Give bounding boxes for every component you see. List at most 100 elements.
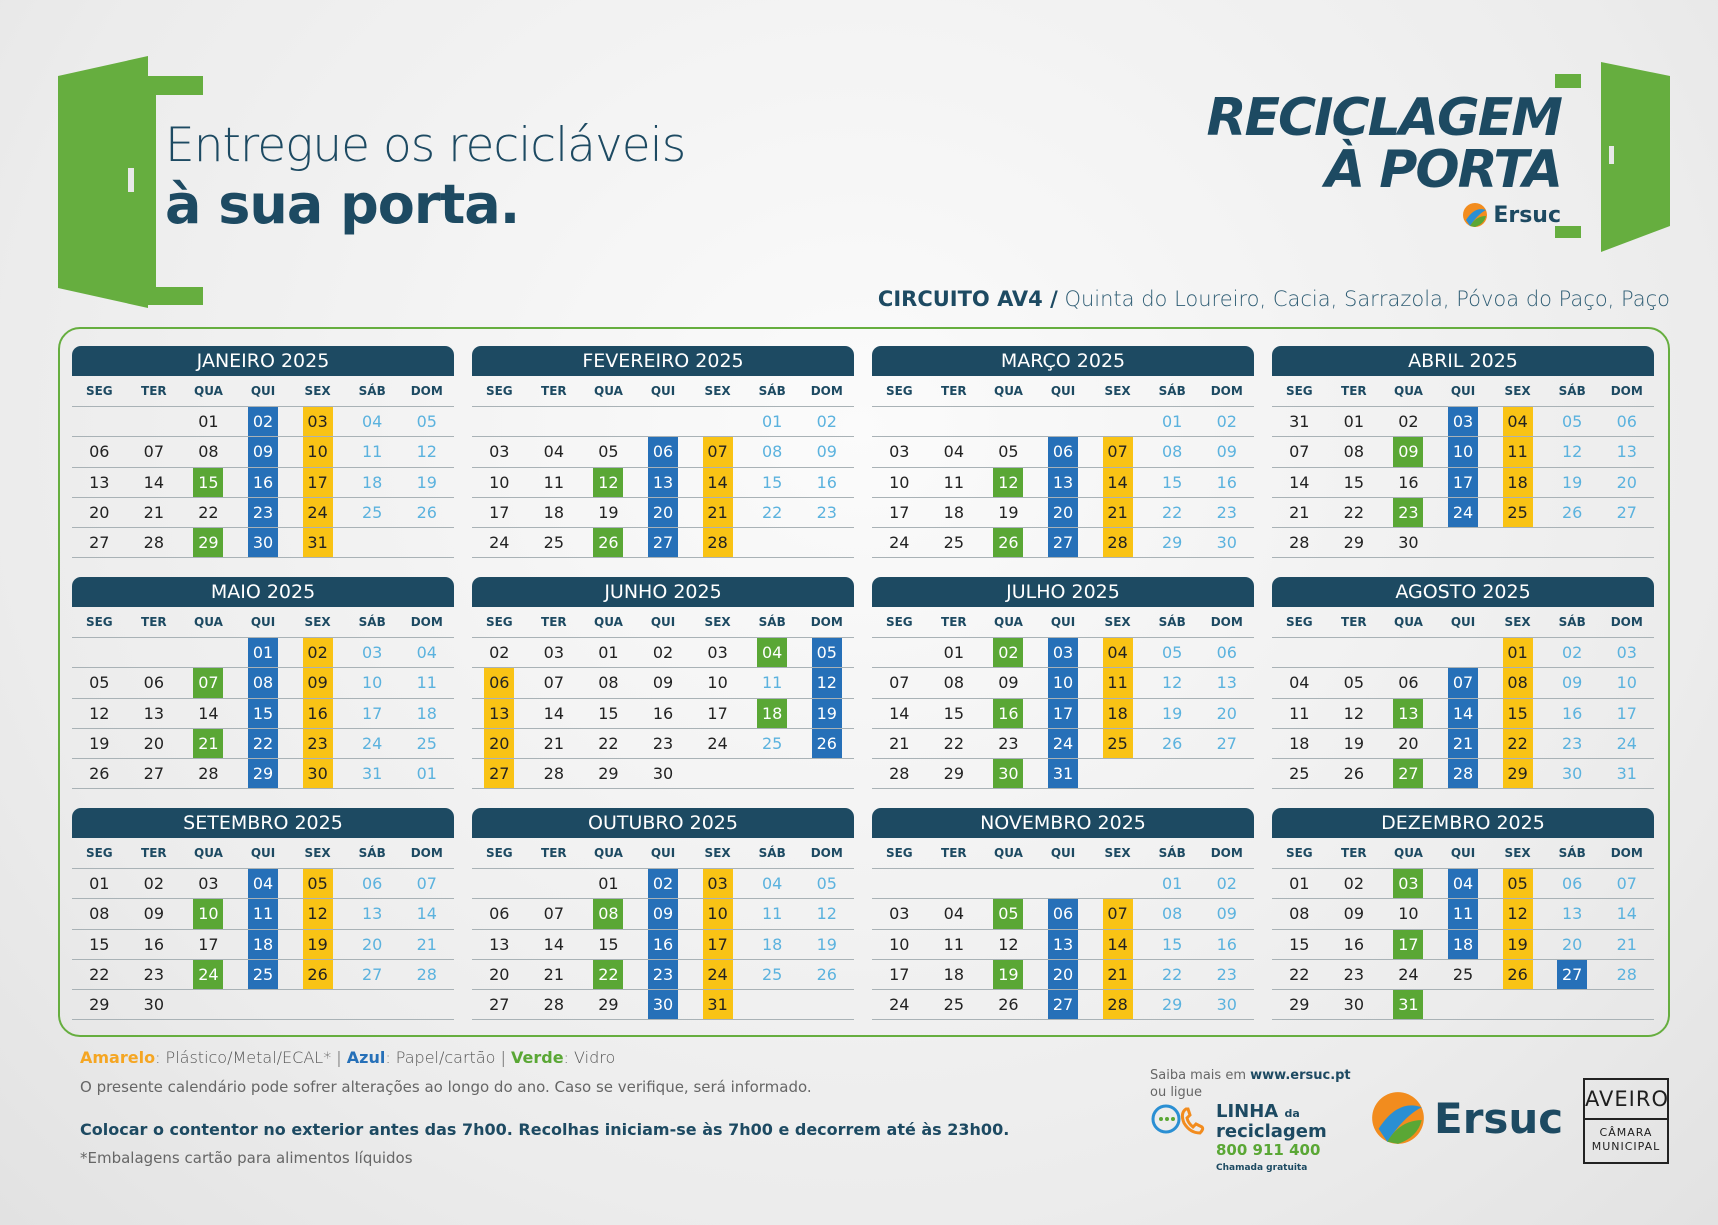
day-cell: 09: [1327, 899, 1382, 928]
day-number: 15: [1343, 472, 1365, 492]
day-number: 20: [1616, 472, 1637, 492]
day-cell: 20: [472, 728, 527, 759]
day-cell: 22: [927, 729, 982, 758]
day-number: 03: [1616, 643, 1637, 662]
day-cell: [872, 638, 927, 667]
day-number: 22: [1161, 502, 1183, 522]
weekday-label: QUI: [250, 615, 276, 629]
day-cell: 28: [1599, 960, 1654, 989]
day-cell: 16: [1381, 468, 1436, 497]
day-cell: 24: [1381, 960, 1436, 989]
recycling-hotline: LINHA da reciclagem 800 911 400 Chamada …: [1150, 1103, 1327, 1177]
day-cell: 22: [581, 959, 636, 990]
day-number: 19: [1161, 703, 1183, 723]
week-row: 15 16 17 18 19 20 21: [1272, 929, 1654, 960]
day-number: 14: [1102, 467, 1133, 497]
day-number: 03: [302, 407, 333, 437]
day-number: 16: [993, 698, 1024, 728]
day-number: 26: [1343, 764, 1365, 784]
website-link[interactable]: www.ersuc.pt: [1250, 1068, 1351, 1083]
day-cell: 22: [236, 728, 291, 759]
month-title: NOVEMBRO 2025: [872, 808, 1254, 838]
day-cell: 18: [345, 468, 400, 497]
day-number: 01: [89, 874, 110, 893]
day-number: 11: [943, 934, 965, 954]
weekday-label: DOM: [810, 846, 843, 860]
day-cell: 15: [581, 699, 636, 728]
day-cell: 11: [1436, 899, 1491, 929]
day-number: 03: [1448, 407, 1479, 437]
day-cell: 14: [527, 699, 582, 728]
day-cell: 24: [690, 959, 745, 990]
day-number: 25: [1452, 964, 1474, 984]
day-number: 30: [652, 764, 674, 784]
day-number: 24: [489, 533, 510, 553]
day-number: 25: [943, 995, 965, 1015]
day-cell: 10: [690, 668, 745, 697]
weekday-label: SEX: [304, 846, 331, 860]
weekday-label: SEG: [85, 384, 113, 398]
hotline-line-a: LINHA: [1216, 1101, 1279, 1122]
day-cell: 11: [399, 668, 454, 697]
day-cell: 03: [290, 407, 345, 437]
week-row: 29 30: [72, 990, 454, 1021]
week-row: 02 03 01 02 03 04 05: [472, 638, 854, 669]
day-number: 04: [1502, 407, 1533, 437]
day-number: 13: [648, 467, 679, 497]
day-number: 20: [143, 733, 165, 753]
day-cell: [799, 759, 854, 788]
day-cell: [1145, 759, 1200, 788]
day-cell: 30: [636, 990, 691, 1020]
day-cell: [1036, 869, 1091, 898]
week-row: 10 11 12 13 14 15 16: [872, 467, 1254, 498]
day-cell: 08: [236, 668, 291, 698]
day-number: 24: [1398, 964, 1419, 984]
day-number: 12: [593, 467, 624, 497]
day-cell: 28: [1436, 759, 1491, 789]
day-cell: 28: [1272, 528, 1327, 557]
hotline-phone[interactable]: 800 911 400: [1216, 1141, 1321, 1159]
day-number: 14: [198, 703, 219, 723]
day-cell: 17: [181, 930, 236, 959]
month-days: 01 02 03 04 05 06 07 08 09 10 11 12 13 14 15 16 17 18 19 20…: [1272, 637, 1654, 790]
day-number: 14: [143, 472, 165, 492]
day-cell: 04: [236, 869, 291, 899]
day-number: 18: [543, 502, 565, 522]
day-cell: 10: [181, 899, 236, 929]
weekday-label: TER: [141, 846, 167, 860]
weekday-header: SEG TER QUA QUI SEX SÁB DOM: [872, 838, 1254, 868]
day-number: 02: [1343, 874, 1365, 893]
day-number: 25: [416, 733, 437, 753]
week-row: 12 13 14 15 16 17 18: [72, 698, 454, 729]
week-row: 20 21 22 23 24 25 26: [472, 959, 854, 991]
day-cell: 16: [236, 467, 291, 497]
day-cell: 12: [1145, 668, 1200, 697]
week-row: 01 02 03 04 05 06 07: [1272, 869, 1654, 900]
day-cell: 12: [290, 899, 345, 929]
day-cell: 10: [872, 468, 927, 497]
weekday-label: SEX: [1504, 384, 1531, 398]
day-cell: [1327, 638, 1382, 667]
week-row: 08 09 10 11 12 13 14: [72, 899, 454, 930]
week-row: 10 11 12 13 14 15 16: [872, 929, 1254, 960]
day-cell: 01: [927, 638, 982, 667]
day-number: 30: [993, 759, 1024, 789]
month-days: 01 02 03 04 05 06 07 08 09 10 11 12 13 14 15 16 17 18 19 20…: [72, 637, 454, 790]
week-row: 03 04 05 06 07 08 09: [872, 437, 1254, 468]
day-number: 04: [757, 638, 788, 668]
day-cell: 08: [1145, 899, 1200, 928]
day-number: 18: [248, 929, 279, 959]
day-cell: 13: [72, 468, 127, 497]
day-cell: 11: [236, 899, 291, 929]
day-number: 07: [416, 874, 437, 893]
day-cell: 21: [1599, 930, 1654, 959]
week-row: 01 02: [872, 869, 1254, 900]
month-days: 01 02 03 04 05 06 07 08 09 10 11 12 13 14 15 16 17 18 19 20…: [872, 637, 1254, 790]
month-days: 01 02 03 04 05 06 07 08 09 10 11 12 13 14 15 16 17 18 19 20…: [1272, 868, 1654, 1021]
day-cell: 26: [1327, 759, 1382, 788]
week-row: 24 25 26 27 28 29 30: [872, 990, 1254, 1021]
day-number: 19: [302, 929, 333, 959]
day-cell: [799, 990, 854, 1019]
day-cell: 26: [1545, 498, 1600, 527]
day-number: 06: [1216, 643, 1237, 662]
